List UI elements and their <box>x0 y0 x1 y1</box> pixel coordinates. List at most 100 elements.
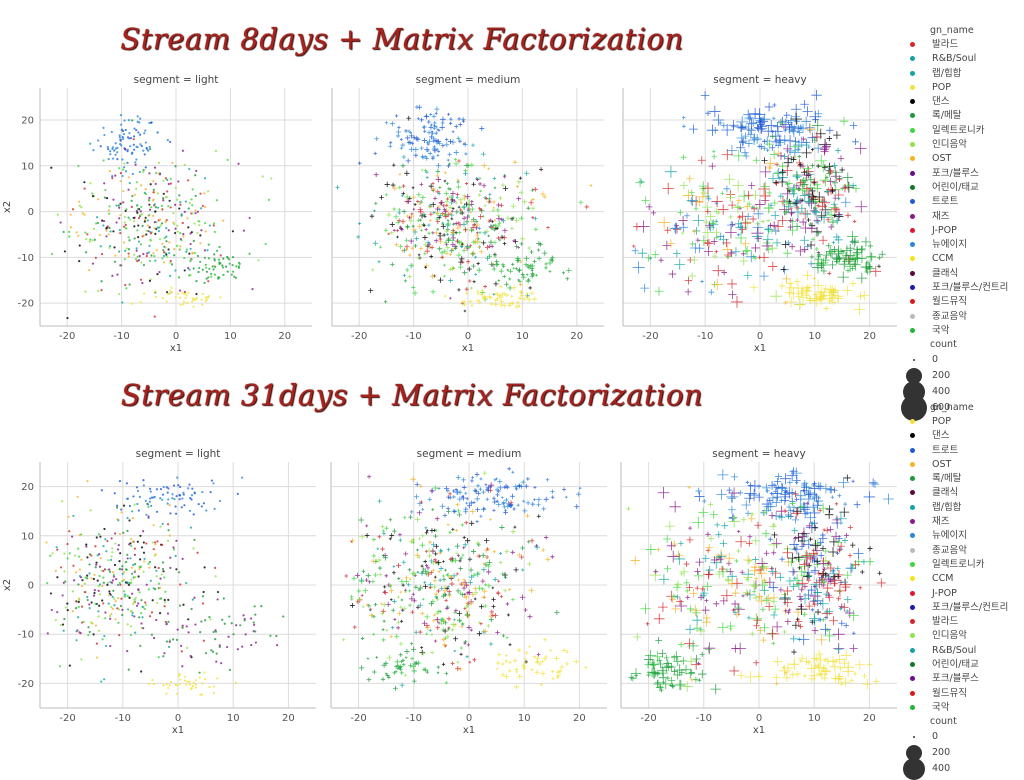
data-point <box>176 244 179 247</box>
data-point <box>150 254 153 257</box>
data-point <box>59 623 62 627</box>
x-tick-label: 20 <box>573 713 586 724</box>
data-point <box>401 209 407 214</box>
data-point <box>134 631 137 634</box>
data-point <box>493 186 497 190</box>
data-point <box>174 227 177 230</box>
data-point <box>438 208 441 211</box>
legend-item: CCM <box>910 252 1008 266</box>
data-point <box>405 158 411 164</box>
data-point <box>435 173 440 178</box>
data-point <box>212 222 216 225</box>
data-point <box>55 546 58 549</box>
data-point <box>129 557 132 560</box>
legend-marker <box>910 547 915 553</box>
data-point <box>762 138 768 145</box>
data-point <box>179 583 182 586</box>
data-point <box>114 599 117 603</box>
data-point <box>640 603 651 614</box>
data-point <box>495 223 501 229</box>
legend-marker <box>910 127 915 133</box>
data-point <box>700 189 708 197</box>
data-point <box>782 274 792 284</box>
data-point <box>488 218 493 222</box>
data-point <box>837 493 842 498</box>
data-point <box>782 508 788 514</box>
data-point <box>455 239 460 244</box>
data-point <box>132 138 135 141</box>
legend-item: 포크/블루스/컨트리 <box>910 601 1008 615</box>
data-point <box>54 569 57 572</box>
data-point <box>113 149 116 152</box>
data-point <box>68 664 71 667</box>
data-point <box>383 300 388 304</box>
data-point <box>684 276 693 285</box>
data-point <box>853 501 861 509</box>
data-point <box>125 208 128 211</box>
data-point <box>170 263 174 266</box>
data-point <box>836 196 841 201</box>
data-point <box>822 528 826 532</box>
data-point <box>739 256 749 266</box>
data-point <box>519 260 522 264</box>
data-point <box>520 272 525 277</box>
data-point <box>160 573 163 576</box>
data-point <box>488 617 494 623</box>
data-point <box>449 117 453 121</box>
data-point <box>792 170 801 180</box>
data-point <box>811 627 819 635</box>
data-point <box>408 577 412 581</box>
data-point <box>66 557 69 560</box>
legend-item: 포크/블루스/컨트리 <box>910 281 1008 295</box>
data-point <box>421 137 428 144</box>
data-point <box>182 491 185 494</box>
x-tick-label: -10 <box>697 331 713 342</box>
y-tick-label: -20 <box>18 679 34 690</box>
data-point <box>204 296 208 299</box>
data-point <box>773 180 780 187</box>
data-point <box>759 622 770 633</box>
data-point <box>118 581 121 585</box>
data-point <box>143 132 146 135</box>
data-point <box>235 624 238 627</box>
data-point <box>402 273 406 277</box>
data-point <box>825 217 831 223</box>
data-point <box>463 607 467 610</box>
data-point <box>212 224 215 227</box>
data-point <box>496 213 501 218</box>
data-point <box>173 222 176 226</box>
data-point <box>529 250 534 255</box>
data-point <box>201 602 205 605</box>
data-point <box>561 271 565 275</box>
data-point <box>823 527 831 534</box>
data-point <box>117 621 120 625</box>
data-point <box>445 251 449 256</box>
data-point <box>447 138 453 144</box>
data-point <box>476 299 480 303</box>
legend-label: 트로트 <box>932 444 959 456</box>
data-point <box>742 246 752 256</box>
data-point <box>478 214 484 220</box>
data-point <box>491 597 496 602</box>
legend-marker <box>910 327 915 333</box>
data-point <box>429 488 435 494</box>
data-point <box>512 266 515 270</box>
data-point <box>184 297 187 300</box>
data-point <box>203 177 207 180</box>
data-point <box>105 235 108 238</box>
data-point <box>750 613 763 625</box>
data-point <box>455 572 459 576</box>
data-point <box>136 115 139 118</box>
data-point <box>485 256 490 261</box>
data-point <box>158 226 161 229</box>
data-point <box>146 502 149 505</box>
data-point <box>142 541 145 544</box>
data-point <box>434 131 438 135</box>
data-point <box>830 200 838 208</box>
data-point <box>536 496 542 503</box>
data-point <box>828 547 839 558</box>
data-point <box>501 302 508 309</box>
data-point <box>774 134 786 146</box>
data-point <box>402 663 406 667</box>
data-point <box>760 508 769 516</box>
